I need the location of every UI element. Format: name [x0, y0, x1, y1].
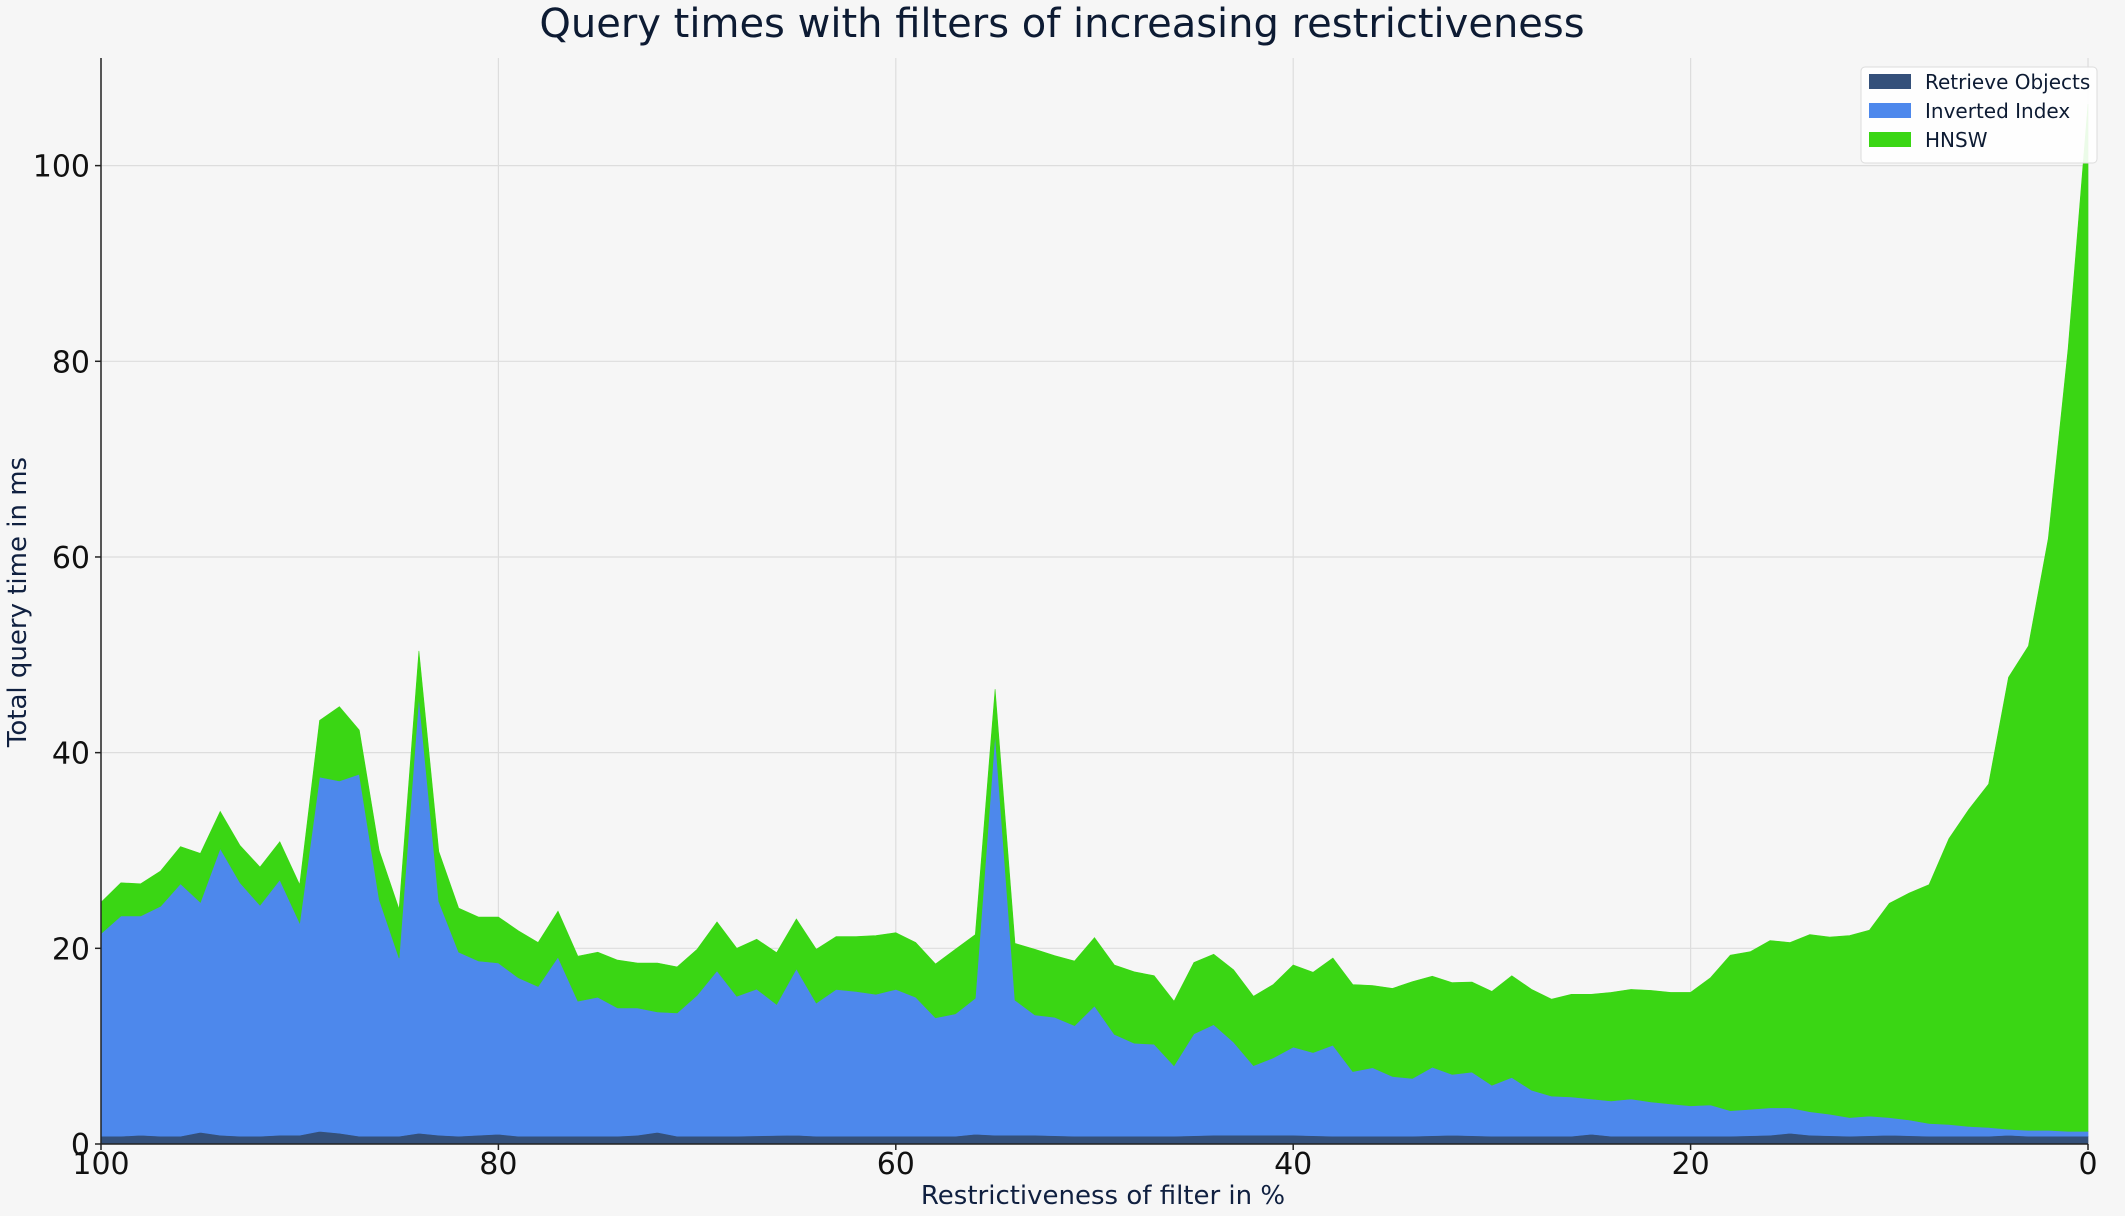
area-hnsw: [100, 103, 2089, 1132]
axes: 100 80 60 40 20 0 0 20 40 60 80 100: [33, 58, 2098, 1182]
legend-swatch-inverted-index: [1869, 103, 1911, 118]
x-tick-label-40: 40: [1274, 1147, 1312, 1182]
x-tick-label-20: 20: [1672, 1147, 1710, 1182]
y-tick-label-100: 100: [33, 150, 90, 185]
x-tick-label-60: 60: [877, 1147, 915, 1182]
y-tick-label-40: 40: [52, 737, 90, 772]
legend-swatch-hnsw: [1869, 132, 1911, 147]
y-tick-label-60: 60: [52, 541, 90, 576]
y-tick-label-20: 20: [52, 932, 90, 967]
x-axis-label: Restrictiveness of filter in %: [921, 1181, 1285, 1211]
y-axis-label: Total query time in ms: [3, 457, 33, 748]
chart-title: Query times with filters of increasing r…: [539, 1, 1584, 47]
y-tick-label-80: 80: [52, 345, 90, 380]
area-series: [100, 103, 2089, 1145]
x-tick-label-100: 100: [72, 1147, 129, 1182]
x-tick-label-80: 80: [479, 1147, 517, 1182]
legend-label-hnsw: HNSW: [1925, 128, 1988, 152]
legend-box: [1860, 66, 2098, 164]
x-tick-label-0: 0: [2078, 1147, 2097, 1182]
legend-swatch-retrieve-objects: [1869, 74, 1911, 89]
legend: Retrieve Objects Inverted Index HNSW: [1860, 66, 2098, 164]
y-tick-label-0: 0: [71, 1128, 90, 1163]
legend-label-inverted-index: Inverted Index: [1925, 99, 2070, 123]
legend-label-retrieve-objects: Retrieve Objects: [1925, 70, 2090, 94]
